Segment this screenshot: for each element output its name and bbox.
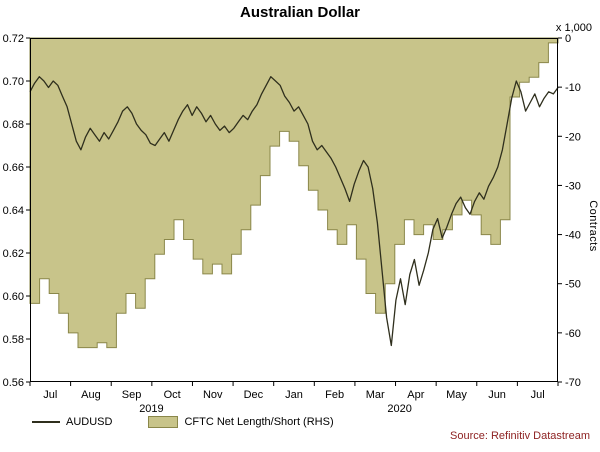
right-axis-tick-label: -60 [565, 328, 581, 340]
right-axis-tick-label: -40 [565, 230, 581, 242]
x-axis-month-label: May [446, 389, 467, 401]
x-axis-month-label: Mar [366, 389, 385, 401]
x-axis-month-label: Jan [285, 389, 303, 401]
x-axis-month-label: Jul [531, 389, 545, 401]
x-axis-year-label: 2019 [139, 403, 163, 415]
right-axis-tick-label: -30 [565, 180, 581, 192]
right-axis-title: Contracts [587, 200, 599, 252]
x-axis-month-label: Oct [164, 389, 181, 401]
x-axis-month-label: Apr [407, 389, 424, 401]
legend-item-audusd: AUDUSD [32, 416, 112, 428]
chart-legend: AUDUSD CFTC Net Length/Short (RHS) [32, 416, 362, 428]
right-axis-tick-label: 0 [565, 33, 571, 45]
right-axis-tick-label: -70 [565, 377, 581, 389]
cftc-area-swatch-icon [148, 416, 179, 428]
x-axis-year-label: 2020 [387, 403, 411, 415]
plot-frame [30, 38, 558, 382]
source-attribution: Source: Refinitiv Datastream [450, 430, 590, 442]
x-axis-month-label: Jun [488, 389, 506, 401]
left-axis-tick-label: 0.60 [3, 291, 24, 303]
x-axis-month-label: Nov [203, 389, 223, 401]
left-axis-tick-label: 0.62 [3, 248, 24, 260]
left-axis-tick-label: 0.70 [3, 76, 24, 88]
legend-item-cftc: CFTC Net Length/Short (RHS) [148, 416, 334, 428]
left-axis-tick-label: 0.72 [3, 33, 24, 45]
x-axis-month-label: Sep [122, 389, 142, 401]
legend-label-cftc: CFTC Net Length/Short (RHS) [184, 416, 334, 428]
cftc-net-length-area [29, 37, 559, 349]
audusd-line [29, 76, 559, 347]
left-axis-tick-label: 0.58 [3, 334, 24, 346]
right-axis-unit-label: x 1,000 [555, 22, 592, 34]
legend-label-audusd: AUDUSD [66, 416, 113, 428]
right-axis-tick-label: -50 [565, 279, 581, 291]
left-axis-tick-label: 0.64 [3, 205, 24, 217]
right-axis-tick-label: -10 [565, 82, 581, 94]
chart-title: Australian Dollar [239, 4, 361, 21]
x-axis-month-label: Aug [81, 389, 101, 401]
right-axis-tick-label: -20 [565, 131, 581, 143]
left-axis-tick-label: 0.68 [3, 119, 24, 131]
audusd-line-swatch-icon [32, 421, 60, 423]
left-axis-tick-label: 0.56 [3, 377, 24, 389]
x-axis-month-label: Jul [43, 389, 57, 401]
left-axis-tick-label: 0.66 [3, 162, 24, 174]
x-axis-month-label: Feb [325, 389, 344, 401]
x-axis-month-label: Dec [244, 389, 264, 401]
